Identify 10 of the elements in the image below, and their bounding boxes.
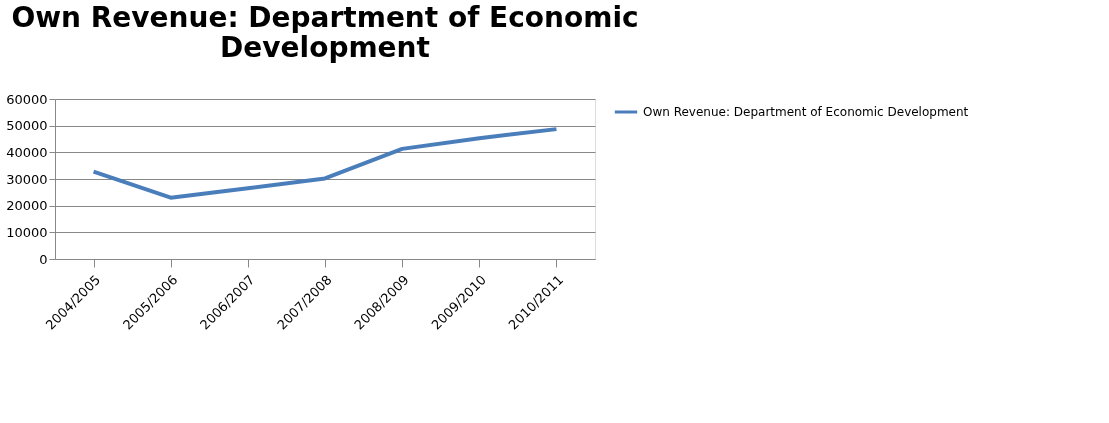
y-tick-label: 20000 bbox=[6, 198, 48, 214]
y-tick-label: 0 bbox=[39, 251, 48, 267]
y-tick-label: 30000 bbox=[6, 171, 48, 187]
y-tick-label: 10000 bbox=[6, 224, 48, 240]
legend-label: Own Revenue: Department of Economic Development bbox=[643, 105, 969, 119]
chart-title: Own Revenue: Department of Economic Development bbox=[11, 1, 639, 64]
y-tick-label: 60000 bbox=[6, 91, 48, 107]
y-tick-label: 50000 bbox=[6, 118, 48, 134]
y-tick-label: 40000 bbox=[6, 144, 48, 160]
line-series bbox=[91, 127, 559, 200]
